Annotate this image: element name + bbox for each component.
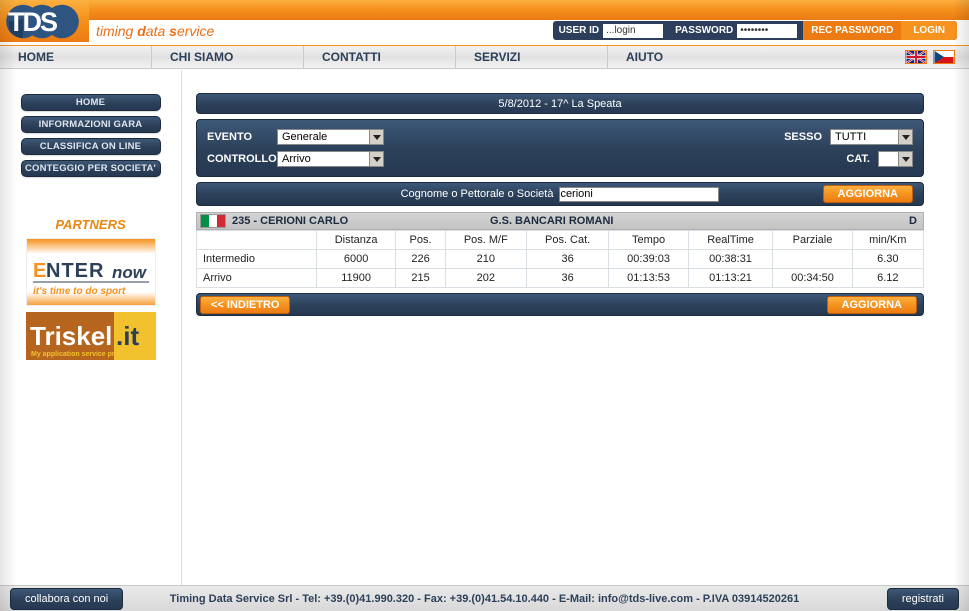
svg-text:.it: .it <box>116 321 139 351</box>
svg-text:TDS: TDS <box>8 7 57 37</box>
svg-text:it's time to do sport: it's time to do sport <box>33 286 126 297</box>
svg-text:NTER: NTER <box>46 260 104 282</box>
svg-text:E: E <box>33 260 46 282</box>
svg-text:Triskel: Triskel <box>30 321 112 351</box>
svg-text:My application service provide: My application service provider <box>31 351 136 358</box>
svg-text:now: now <box>112 263 148 282</box>
